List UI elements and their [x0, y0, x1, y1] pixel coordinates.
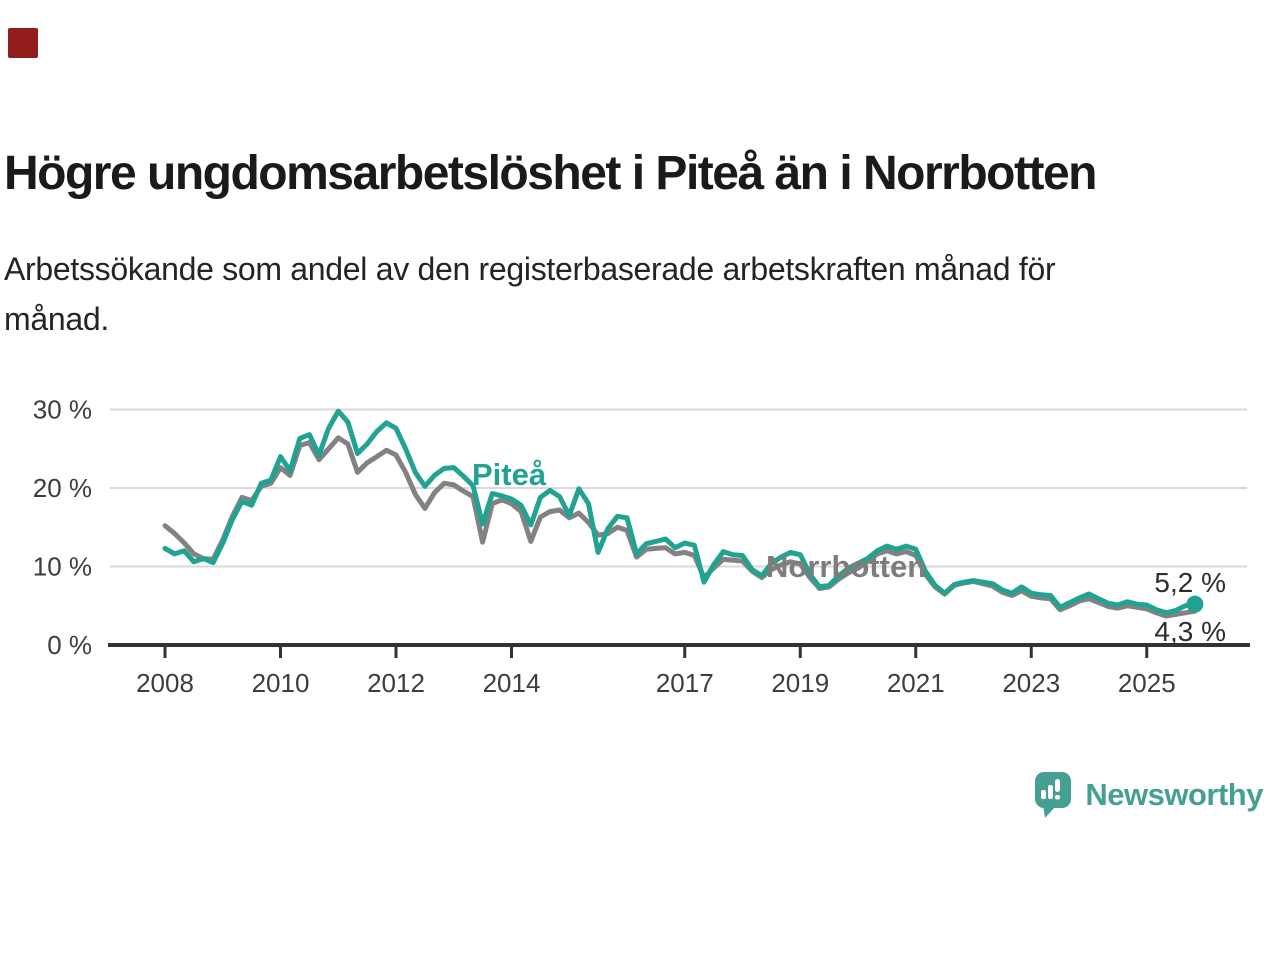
y-tick-label: 0 % [47, 630, 92, 660]
series-label-pitea: Piteå [472, 457, 547, 492]
newsworthy-logo-text: Newsworthy [1085, 776, 1263, 812]
end-value-label-norrbotten: 4,3 % [1154, 616, 1226, 647]
x-tick-label: 2023 [1002, 668, 1060, 698]
page-title: Högre ungdomsarbetslöshet i Piteå än i N… [4, 147, 1097, 200]
series-label-norrbotten: Norrbotten [766, 549, 927, 584]
page-subtitle: Arbetssökande som andel av den registerb… [4, 251, 1056, 337]
x-tick-label: 2019 [771, 668, 829, 698]
bar-chart-speech-bubble-icon [1035, 772, 1072, 818]
x-tick-label: 2012 [367, 668, 425, 698]
series-line-norrbotten [162, 435, 1198, 619]
x-tick-label: 2021 [887, 668, 945, 698]
y-tick-label: 20 % [33, 473, 92, 503]
newsworthy-logo: Newsworthy [1034, 771, 1263, 818]
x-tick-label: 2025 [1118, 668, 1176, 698]
x-tick-label: 2014 [483, 668, 541, 698]
series-end-dot [1186, 595, 1204, 613]
brand-category-square [8, 28, 38, 58]
x-tick-label: 2010 [252, 668, 310, 698]
x-tick-label: 2017 [656, 668, 714, 698]
x-tick-label: 2008 [136, 668, 194, 698]
series-line-piteå [162, 408, 1198, 616]
end-value-label-pitea: 5,2 % [1154, 567, 1226, 598]
y-tick-label: 30 % [33, 395, 92, 425]
y-tick-label: 10 % [33, 552, 92, 582]
